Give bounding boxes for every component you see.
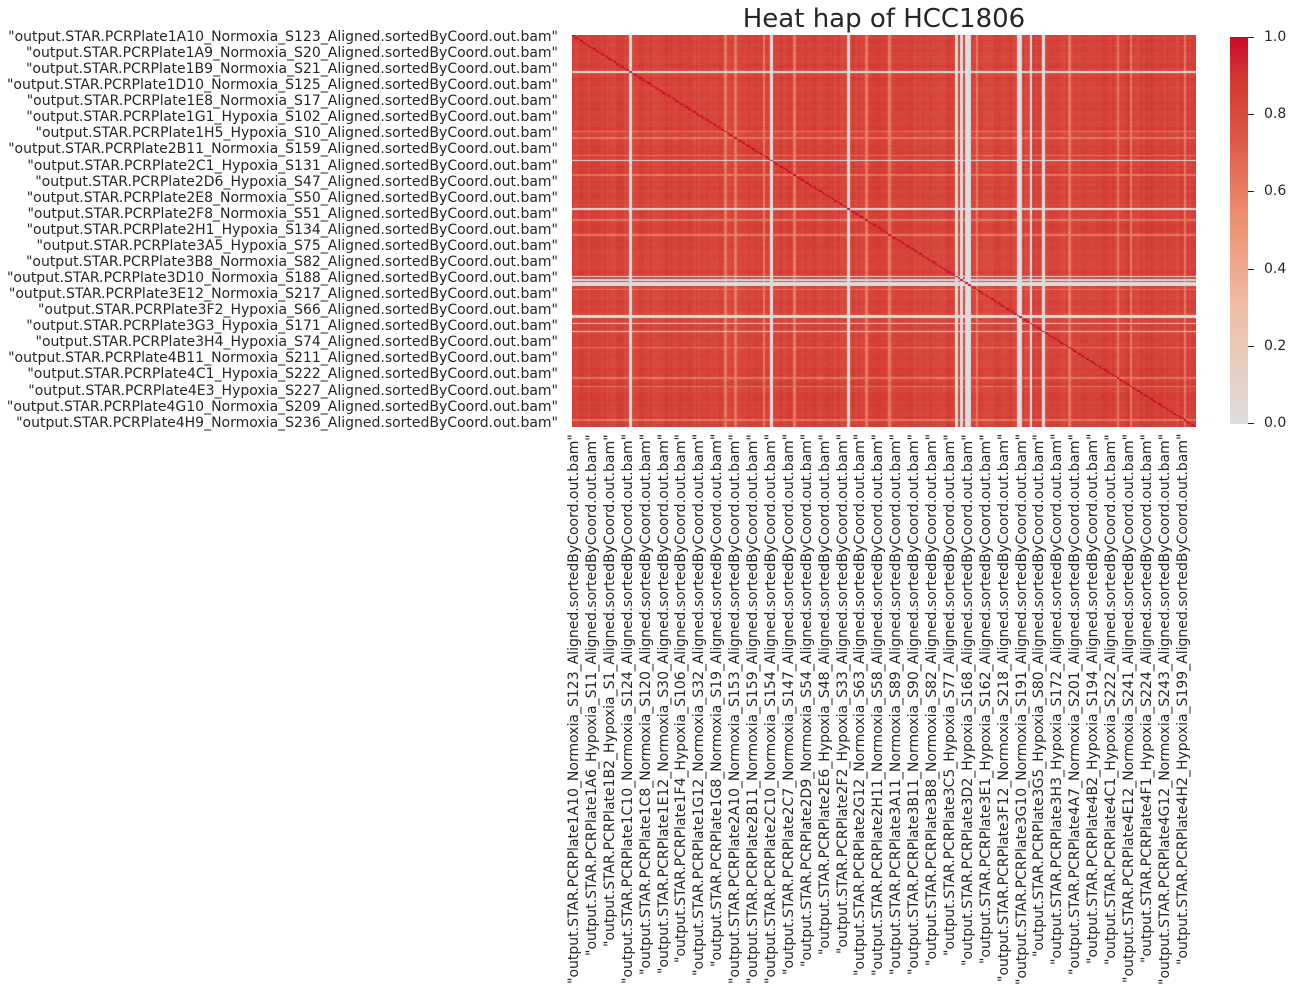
heatmap-grid bbox=[572, 35, 1196, 427]
column-label: "output.STAR.PCRPlate1G8_Normoxia_S19_Al… bbox=[709, 433, 726, 967]
row-label: "output.STAR.PCRPlate2C1_Hypoxia_S131_Al… bbox=[27, 157, 558, 174]
column-label: "output.STAR.PCRPlate3F12_Normoxia_S218_… bbox=[995, 433, 1012, 982]
column-label: "output.STAR.PCRPlate2D9_Normoxia_S54_Al… bbox=[798, 433, 815, 967]
chart-title: Heat hap of HCC1806 bbox=[742, 4, 1026, 34]
column-label: "output.STAR.PCRPlate3E1_Hypoxia_S162_Al… bbox=[977, 434, 994, 964]
column-label: "output.STAR.PCRPlate3B11_Normoxia_S90_A… bbox=[906, 434, 923, 975]
column-label: "output.STAR.PCRPlate2G12_Normoxia_S63_A… bbox=[852, 433, 869, 976]
row-label: "output.STAR.PCRPlate1G1_Hypoxia_S102_Al… bbox=[26, 109, 558, 126]
row-label: "output.STAR.PCRPlate2E8_Normoxia_S50_Al… bbox=[26, 189, 558, 206]
colorbar-tick-label: 0.4 bbox=[1264, 260, 1287, 277]
column-label: "output.STAR.PCRPlate2B11_Normoxia_S159_… bbox=[745, 434, 761, 984]
column-label: "output.STAR.PCRPlate3B8_Normoxia_S82_Al… bbox=[924, 433, 940, 966]
column-label: "output.STAR.PCRPlate1G12_Normoxia_S32_A… bbox=[691, 433, 708, 976]
colorbar-tick-mark bbox=[1248, 268, 1254, 270]
row-label: "output.STAR.PCRPlate2H1_Hypoxia_S134_Al… bbox=[26, 221, 558, 238]
row-label: "output.STAR.PCRPlate1D10_Normoxia_S125_… bbox=[6, 77, 558, 94]
column-label: "output.STAR.PCRPlate4E12_Normoxia_S241_… bbox=[1120, 433, 1137, 983]
colorbar-tick-label: 0.0 bbox=[1264, 415, 1287, 431]
row-label: "output.STAR.PCRPlate1H5_Hypoxia_S10_Ali… bbox=[35, 125, 559, 142]
colorbar-tick-mark bbox=[1248, 114, 1254, 116]
column-label: "output.STAR.PCRPlate1A6_Hypoxia_S11_Ali… bbox=[583, 434, 600, 956]
row-label: "output.STAR.PCRPlate1B9_Normoxia_S21_Al… bbox=[25, 61, 558, 78]
row-label: "output.STAR.PCRPlate3F2_Hypoxia_S66_Ali… bbox=[37, 302, 558, 319]
column-label: "output.STAR.PCRPlate1F4_Hypoxia_S106_Al… bbox=[673, 434, 690, 963]
row-label: "output.STAR.PCRPlate4B11_Normoxia_S211_… bbox=[8, 350, 558, 367]
row-label: "output.STAR.PCRPlate1A10_Normoxia_S123_… bbox=[8, 29, 558, 45]
column-label: "output.STAR.PCRPlate2A10_Normoxia_S153_… bbox=[727, 434, 744, 984]
column-label: "output.STAR.PCRPlate2C10_Normoxia_S154_… bbox=[762, 433, 779, 984]
row-label: "output.STAR.PCRPlate3A5_Hypoxia_S75_Ali… bbox=[36, 237, 558, 254]
row-label: "output.STAR.PCRPlate1A9_Normoxia_S20_Al… bbox=[25, 45, 558, 62]
colorbar-tick-label: 0.6 bbox=[1264, 183, 1287, 200]
column-label: "output.STAR.PCRPlate1B2_Hypoxia_S1_Alig… bbox=[601, 434, 618, 947]
column-label: "output.STAR.PCRPlate1E12_Normoxia_S30_A… bbox=[655, 433, 672, 974]
column-label: "output.STAR.PCRPlate4B2_Hypoxia_S194_Al… bbox=[1085, 433, 1102, 964]
column-label: "output.STAR.PCRPlate1C10_Normoxia_S124_… bbox=[619, 433, 636, 984]
colorbar-tick-mark bbox=[1248, 423, 1254, 424]
row-label: "output.STAR.PCRPlate3H4_Hypoxia_S74_Ali… bbox=[35, 334, 559, 351]
row-label: "output.STAR.PCRPlate4C1_Hypoxia_S222_Al… bbox=[27, 366, 558, 383]
row-label: "output.STAR.PCRPlate3B8_Normoxia_S82_Al… bbox=[25, 253, 558, 270]
column-label: "output.STAR.PCRPlate4G12_Normoxia_S243_… bbox=[1156, 433, 1173, 985]
column-label: "output.STAR.PCRPlate3H3_Hypoxia_S172_Al… bbox=[1049, 433, 1066, 965]
colorbar-tick-mark bbox=[1248, 191, 1254, 193]
colorbar-tick-label: 1.0 bbox=[1264, 29, 1287, 45]
row-label: "output.STAR.PCRPlate4E3_Hypoxia_S227_Al… bbox=[28, 382, 558, 399]
column-label: "output.STAR.PCRPlate3G10_Normoxia_S191_… bbox=[1013, 433, 1030, 985]
column-label: "output.STAR.PCRPlate3D2_Hypoxia_S168_Al… bbox=[959, 434, 976, 966]
row-label: "output.STAR.PCRPlate1E8_Normoxia_S17_Al… bbox=[26, 93, 558, 110]
column-label: "output.STAR.PCRPlate4H2_Hypoxia_S199_Al… bbox=[1174, 433, 1191, 965]
column-label: "output.STAR.PCRPlate4A7_Normoxia_S201_A… bbox=[1067, 434, 1084, 975]
colorbar-tick-mark bbox=[1248, 345, 1254, 347]
colorbar bbox=[1230, 37, 1248, 424]
colorbar-tick-label: 0.8 bbox=[1264, 106, 1287, 123]
column-label: "output.STAR.PCRPlate3G5_Hypoxia_S80_Ali… bbox=[1031, 434, 1048, 957]
column-label: "output.STAR.PCRPlate1C8_Normoxia_S120_A… bbox=[637, 433, 654, 975]
colorbar-tick-label: 0.2 bbox=[1264, 337, 1287, 354]
row-label: "output.STAR.PCRPlate4H9_Normoxia_S236_A… bbox=[16, 414, 558, 431]
row-label: "output.STAR.PCRPlate3G3_Hypoxia_S171_Al… bbox=[26, 318, 558, 335]
column-label: "output.STAR.PCRPlate2E6_Hypoxia_S48_Ali… bbox=[816, 434, 833, 955]
row-label: "output.STAR.PCRPlate2F8_Normoxia_S51_Al… bbox=[27, 205, 558, 222]
column-label: "output.STAR.PCRPlate3A11_Normoxia_S89_A… bbox=[888, 434, 905, 975]
row-label: "output.STAR.PCRPlate3D10_Normoxia_S188_… bbox=[6, 270, 558, 287]
column-label: "output.STAR.PCRPlate4C1_Hypoxia_S222_Al… bbox=[1103, 434, 1119, 965]
column-label: "output.STAR.PCRPlate1A10_Normoxia_S123_… bbox=[566, 434, 582, 984]
column-label: "output.STAR.PCRPlate4F1_Hypoxia_S224_Al… bbox=[1138, 434, 1155, 963]
row-label: "output.STAR.PCRPlate2B11_Normoxia_S159_… bbox=[8, 141, 558, 158]
column-label: "output.STAR.PCRPlate2H11_Normoxia_S58_A… bbox=[870, 434, 887, 976]
column-label: "output.STAR.PCRPlate2C7_Normoxia_S147_A… bbox=[780, 433, 797, 975]
colorbar-tick-mark bbox=[1248, 37, 1254, 38]
column-label: "output.STAR.PCRPlate3C5_Hypoxia_S77_Ali… bbox=[941, 434, 958, 956]
row-label: "output.STAR.PCRPlate3E12_Normoxia_S217_… bbox=[8, 286, 558, 303]
column-label: "output.STAR.PCRPlate2F2_Hypoxia_S33_Ali… bbox=[834, 433, 851, 954]
row-label: "output.STAR.PCRPlate4G10_Normoxia_S209_… bbox=[6, 398, 558, 415]
row-label: "output.STAR.PCRPlate2D6_Hypoxia_S47_Ali… bbox=[35, 173, 558, 190]
